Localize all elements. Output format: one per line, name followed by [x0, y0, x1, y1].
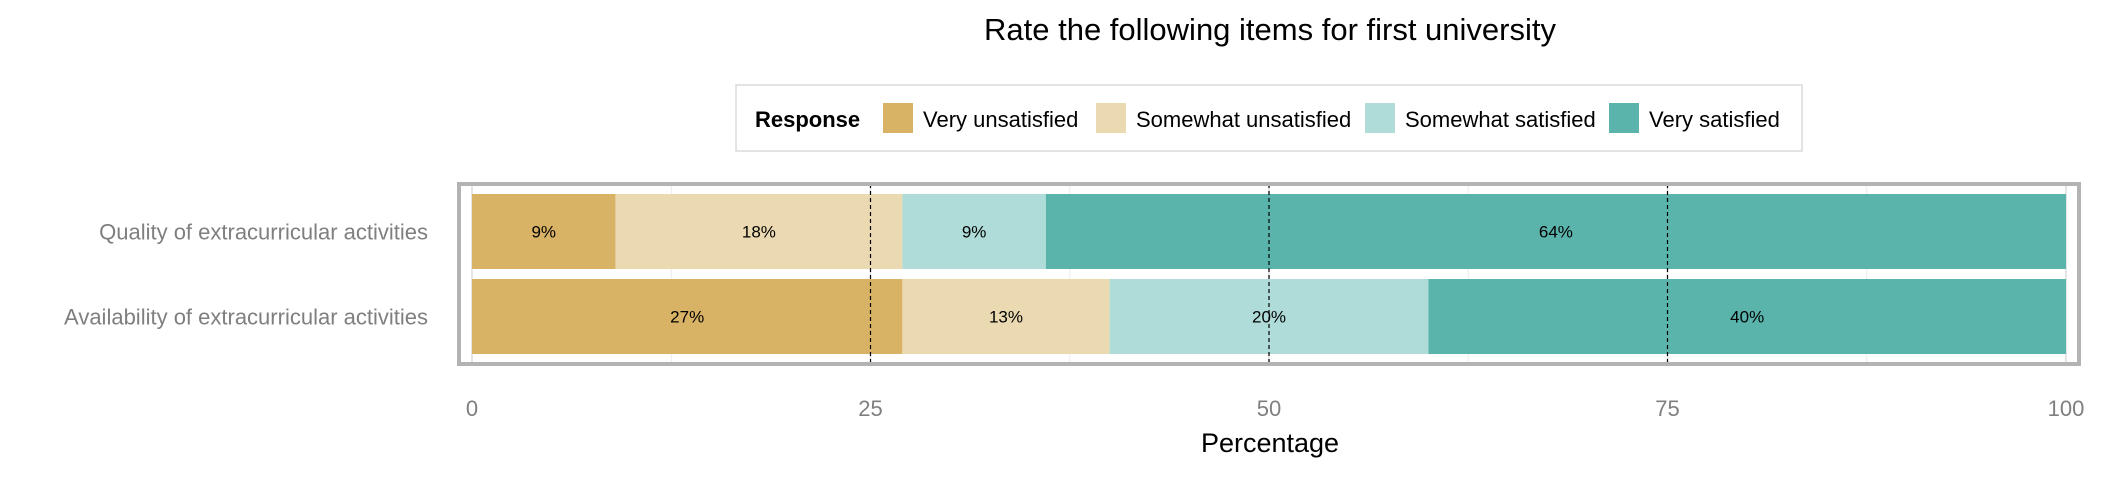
x-tick-label: 50	[1257, 396, 1281, 421]
data-label: 9%	[531, 223, 556, 242]
legend-swatch	[1365, 103, 1395, 133]
bar-segment-1-1	[472, 194, 616, 269]
legend: Response Very unsatisfied Somewhat unsatis…	[735, 84, 1803, 152]
bar-segment-2-2	[902, 279, 1110, 354]
data-label: 64%	[1539, 223, 1573, 242]
x-axis-title: Percentage	[1201, 428, 1339, 458]
legend-label: Somewhat satisfied	[1405, 107, 1596, 132]
chart-title: Rate the following items for first unive…	[984, 12, 1556, 47]
legend-label: Somewhat unsatisfied	[1136, 107, 1351, 132]
legend-label: Very unsatisfied	[923, 107, 1078, 132]
legend-swatch	[1609, 103, 1639, 133]
x-tick-label: 75	[1655, 396, 1679, 421]
bar-segment-1-2	[615, 194, 903, 269]
legend-label: Very satisfied	[1649, 107, 1780, 132]
data-label: 18%	[742, 223, 776, 242]
data-label: 9%	[962, 223, 987, 242]
y-tick-label: Quality of extracurricular activities	[99, 220, 428, 245]
legend-swatch	[883, 103, 913, 133]
bar-segment-2-4	[1428, 279, 2066, 354]
x-tick-label: 25	[858, 396, 882, 421]
x-tick-label: 0	[466, 396, 478, 421]
y-tick-label: Availability of extracurricular activiti…	[64, 305, 428, 330]
bar-segment-1-3	[902, 194, 1046, 269]
data-label: 27%	[670, 308, 704, 327]
bar-segment-2-1	[472, 279, 903, 354]
x-tick-label: 100	[2048, 396, 2085, 421]
data-label: 40%	[1730, 308, 1764, 327]
legend-swatch	[1096, 103, 1126, 133]
panel-border-left	[457, 182, 469, 366]
bar-segment-1-4	[1045, 194, 2066, 269]
data-label: 13%	[989, 308, 1023, 327]
panel-border-right	[2069, 182, 2081, 366]
legend-title: Response	[755, 107, 860, 132]
